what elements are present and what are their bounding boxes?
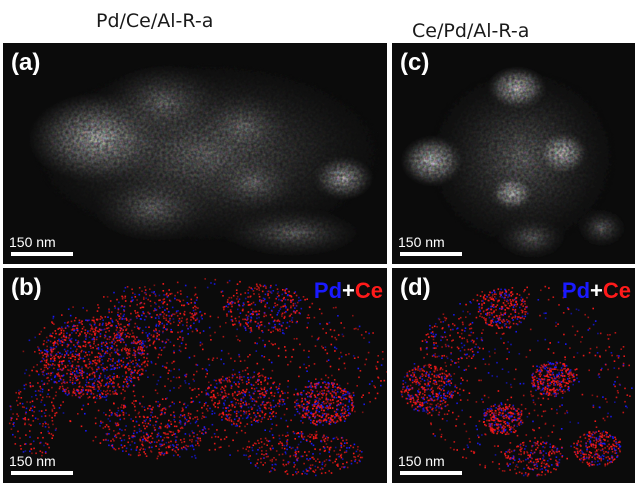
scale-bar-b bbox=[11, 471, 73, 475]
legend-b: Pd+Ce bbox=[314, 278, 383, 304]
panel-b-eds-map: (b) Pd+Ce 150 nm bbox=[3, 268, 387, 483]
legend-d: Pd+Ce bbox=[562, 278, 631, 304]
eds-map-d bbox=[400, 285, 633, 477]
scale-bar-label-b: 150 nm bbox=[9, 453, 56, 469]
legend-d-ce: Ce bbox=[602, 278, 631, 303]
panel-b-label: (b) bbox=[11, 274, 42, 301]
scale-bar-label-d: 150 nm bbox=[398, 453, 445, 469]
haadf-image-c bbox=[400, 63, 627, 260]
scale-bar-d bbox=[400, 471, 462, 475]
legend-d-pd: Pd bbox=[561, 278, 591, 303]
legend-d-plus: + bbox=[590, 278, 603, 303]
eds-map-b bbox=[8, 278, 387, 477]
panel-a-haadf-image: (a) 150 nm bbox=[3, 43, 387, 264]
scale-bar-a bbox=[11, 252, 73, 256]
scale-bar-c bbox=[400, 252, 462, 256]
scale-bar-label-c: 150 nm bbox=[398, 234, 445, 250]
panel-c-label: (c) bbox=[400, 49, 430, 76]
haadf-image-a bbox=[23, 58, 387, 258]
panel-a-label: (a) bbox=[11, 49, 41, 76]
panel-c-haadf-image: (c) 150 nm bbox=[392, 43, 635, 264]
title-left: Pd/Ce/Al-R-a bbox=[96, 10, 214, 32]
panel-d-eds-map: (d) Pd+Ce 150 nm bbox=[392, 268, 635, 483]
panel-d-label: (d) bbox=[400, 274, 431, 301]
legend-b-ce: Ce bbox=[354, 278, 383, 303]
title-right: Ce/Pd/Al-R-a bbox=[412, 20, 530, 42]
scale-bar-label-a: 150 nm bbox=[9, 234, 56, 250]
legend-b-plus: + bbox=[342, 278, 355, 303]
legend-b-pd: Pd bbox=[313, 278, 343, 303]
